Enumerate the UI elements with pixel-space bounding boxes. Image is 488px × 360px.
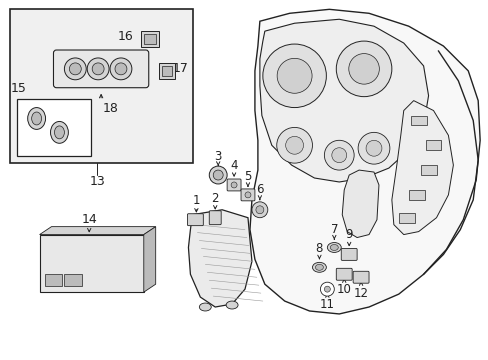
Bar bbox=[408, 190, 424, 200]
Bar bbox=[10, 9, 193, 163]
Text: 1: 1 bbox=[192, 194, 200, 207]
Text: 8: 8 bbox=[315, 242, 323, 255]
Text: 4: 4 bbox=[230, 159, 237, 172]
Bar bbox=[410, 116, 426, 125]
Circle shape bbox=[213, 170, 223, 180]
Text: 7: 7 bbox=[330, 223, 337, 236]
Text: 2: 2 bbox=[211, 192, 219, 205]
Circle shape bbox=[324, 140, 353, 170]
Circle shape bbox=[251, 202, 267, 218]
Bar bbox=[141, 31, 158, 47]
Bar bbox=[162, 66, 171, 76]
Polygon shape bbox=[249, 9, 479, 314]
Polygon shape bbox=[188, 210, 251, 307]
Circle shape bbox=[64, 58, 86, 80]
Bar bbox=[17, 99, 91, 156]
Text: 14: 14 bbox=[81, 213, 97, 226]
Circle shape bbox=[255, 206, 264, 214]
Ellipse shape bbox=[50, 121, 68, 143]
Circle shape bbox=[320, 282, 334, 296]
FancyBboxPatch shape bbox=[241, 189, 254, 201]
Ellipse shape bbox=[330, 244, 338, 251]
Circle shape bbox=[348, 54, 379, 84]
Circle shape bbox=[115, 63, 127, 75]
Text: 13: 13 bbox=[89, 175, 105, 189]
Bar bbox=[64, 274, 82, 286]
Polygon shape bbox=[259, 19, 427, 182]
Polygon shape bbox=[342, 170, 378, 238]
FancyBboxPatch shape bbox=[226, 179, 241, 191]
Polygon shape bbox=[143, 227, 155, 292]
Text: 10: 10 bbox=[336, 283, 351, 296]
Circle shape bbox=[277, 58, 311, 93]
Circle shape bbox=[209, 166, 226, 184]
Text: 15: 15 bbox=[11, 82, 27, 95]
Text: 11: 11 bbox=[319, 297, 334, 311]
Bar bbox=[158, 63, 174, 79]
Ellipse shape bbox=[225, 301, 238, 309]
Circle shape bbox=[92, 63, 104, 75]
Ellipse shape bbox=[199, 303, 211, 311]
Ellipse shape bbox=[315, 264, 323, 270]
Polygon shape bbox=[391, 100, 452, 235]
Text: 5: 5 bbox=[244, 170, 251, 183]
Circle shape bbox=[285, 136, 303, 154]
FancyBboxPatch shape bbox=[209, 211, 221, 225]
Text: 3: 3 bbox=[214, 150, 222, 163]
Ellipse shape bbox=[312, 262, 325, 272]
Text: 6: 6 bbox=[256, 184, 263, 197]
Bar bbox=[44, 274, 62, 286]
FancyBboxPatch shape bbox=[53, 50, 148, 88]
FancyBboxPatch shape bbox=[352, 271, 368, 283]
Ellipse shape bbox=[54, 126, 64, 139]
Circle shape bbox=[110, 58, 132, 80]
Polygon shape bbox=[40, 227, 155, 235]
Circle shape bbox=[357, 132, 389, 164]
Bar bbox=[398, 213, 414, 223]
Circle shape bbox=[324, 286, 330, 292]
Text: 17: 17 bbox=[172, 62, 188, 75]
Bar bbox=[425, 140, 441, 150]
Text: 12: 12 bbox=[353, 287, 368, 300]
Ellipse shape bbox=[326, 243, 341, 252]
Circle shape bbox=[276, 127, 312, 163]
Circle shape bbox=[69, 63, 81, 75]
Circle shape bbox=[331, 148, 346, 163]
Bar bbox=[143, 34, 155, 44]
Text: 9: 9 bbox=[345, 228, 352, 241]
Bar bbox=[420, 165, 436, 175]
Circle shape bbox=[87, 58, 109, 80]
FancyBboxPatch shape bbox=[336, 268, 351, 280]
Ellipse shape bbox=[28, 108, 45, 129]
FancyBboxPatch shape bbox=[341, 248, 356, 260]
Text: 18: 18 bbox=[103, 102, 119, 115]
Circle shape bbox=[244, 192, 250, 198]
Circle shape bbox=[263, 44, 325, 108]
Circle shape bbox=[231, 182, 237, 188]
FancyBboxPatch shape bbox=[40, 235, 143, 292]
FancyBboxPatch shape bbox=[187, 214, 203, 226]
Circle shape bbox=[366, 140, 381, 156]
Text: 16: 16 bbox=[118, 30, 134, 42]
Ellipse shape bbox=[32, 112, 41, 125]
Circle shape bbox=[336, 41, 391, 96]
